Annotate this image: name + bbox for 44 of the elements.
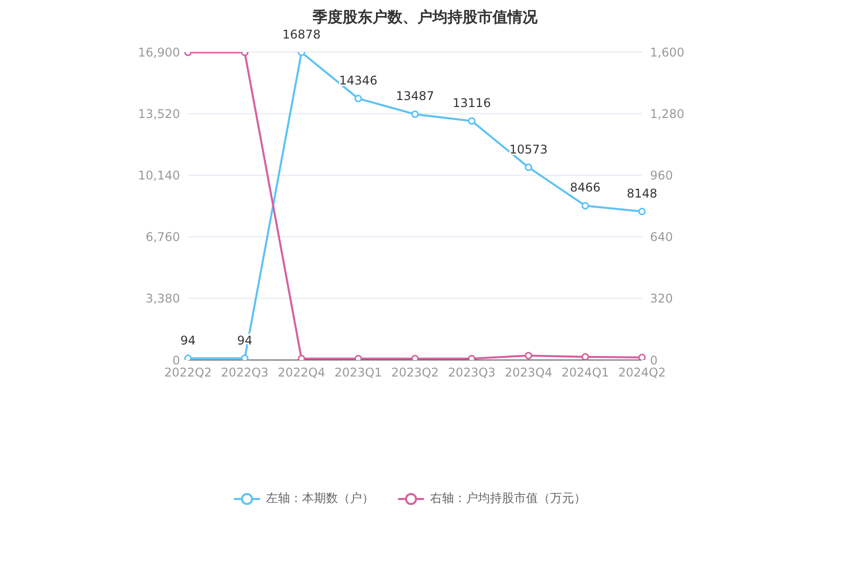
chart-title: 季度股东户数、户均持股市值情况 — [312, 8, 538, 27]
y2-tick-label: 1,600 — [650, 45, 684, 60]
x-tick-label: 2023Q4 — [504, 366, 552, 380]
x-tick-label: 2023Q2 — [391, 366, 439, 380]
data-label: 10573 — [509, 142, 548, 156]
x-tick-label: 2022Q2 — [164, 366, 212, 380]
point — [354, 354, 362, 360]
y2-tick-label: 960 — [650, 168, 673, 182]
point — [582, 353, 589, 360]
point — [638, 354, 646, 360]
point — [354, 94, 362, 102]
point — [241, 354, 248, 360]
point — [468, 354, 476, 360]
data-label: 94 — [180, 333, 196, 348]
y2-tick-label: 640 — [650, 230, 673, 244]
x-tick-label: 2024Q1 — [561, 366, 610, 380]
y-tick-label: 16,900 — [138, 45, 180, 60]
x-tick-label: 2022Q3 — [220, 366, 269, 380]
legend-label: 左轴：本期数（户） — [266, 490, 374, 507]
point — [638, 208, 646, 216]
y2-tick-label: 0 — [650, 353, 658, 368]
x-tick-label: 2023Q3 — [448, 366, 496, 380]
point — [582, 202, 589, 210]
x-tick-label: 2023Q1 — [334, 366, 382, 380]
data-label: 8148 — [626, 186, 658, 201]
y-tick-label: 10,140 — [138, 168, 180, 182]
y-tick-label: 0 — [172, 353, 180, 368]
x-tick-label: 2022Q4 — [278, 366, 326, 380]
point — [524, 164, 532, 172]
y-tick-label: 13,520 — [138, 106, 180, 121]
y2-tick-label: 1,280 — [650, 106, 684, 121]
data-label: 14346 — [339, 74, 378, 88]
y-tick-label: 6,760 — [146, 230, 180, 244]
legend-label: 右轴：户均持股市值（万元） — [430, 490, 586, 507]
x-tick-label: 2024Q2 — [618, 366, 666, 380]
point — [524, 352, 532, 360]
y-tick-label: 3,380 — [146, 292, 180, 306]
data-label: 13116 — [452, 96, 491, 110]
data-label: 16878 — [282, 27, 321, 42]
point — [468, 117, 476, 125]
data-label: 8466 — [570, 180, 601, 195]
point — [411, 110, 419, 118]
y2-tick-label: 320 — [650, 292, 673, 306]
data-label: 13487 — [396, 89, 434, 104]
